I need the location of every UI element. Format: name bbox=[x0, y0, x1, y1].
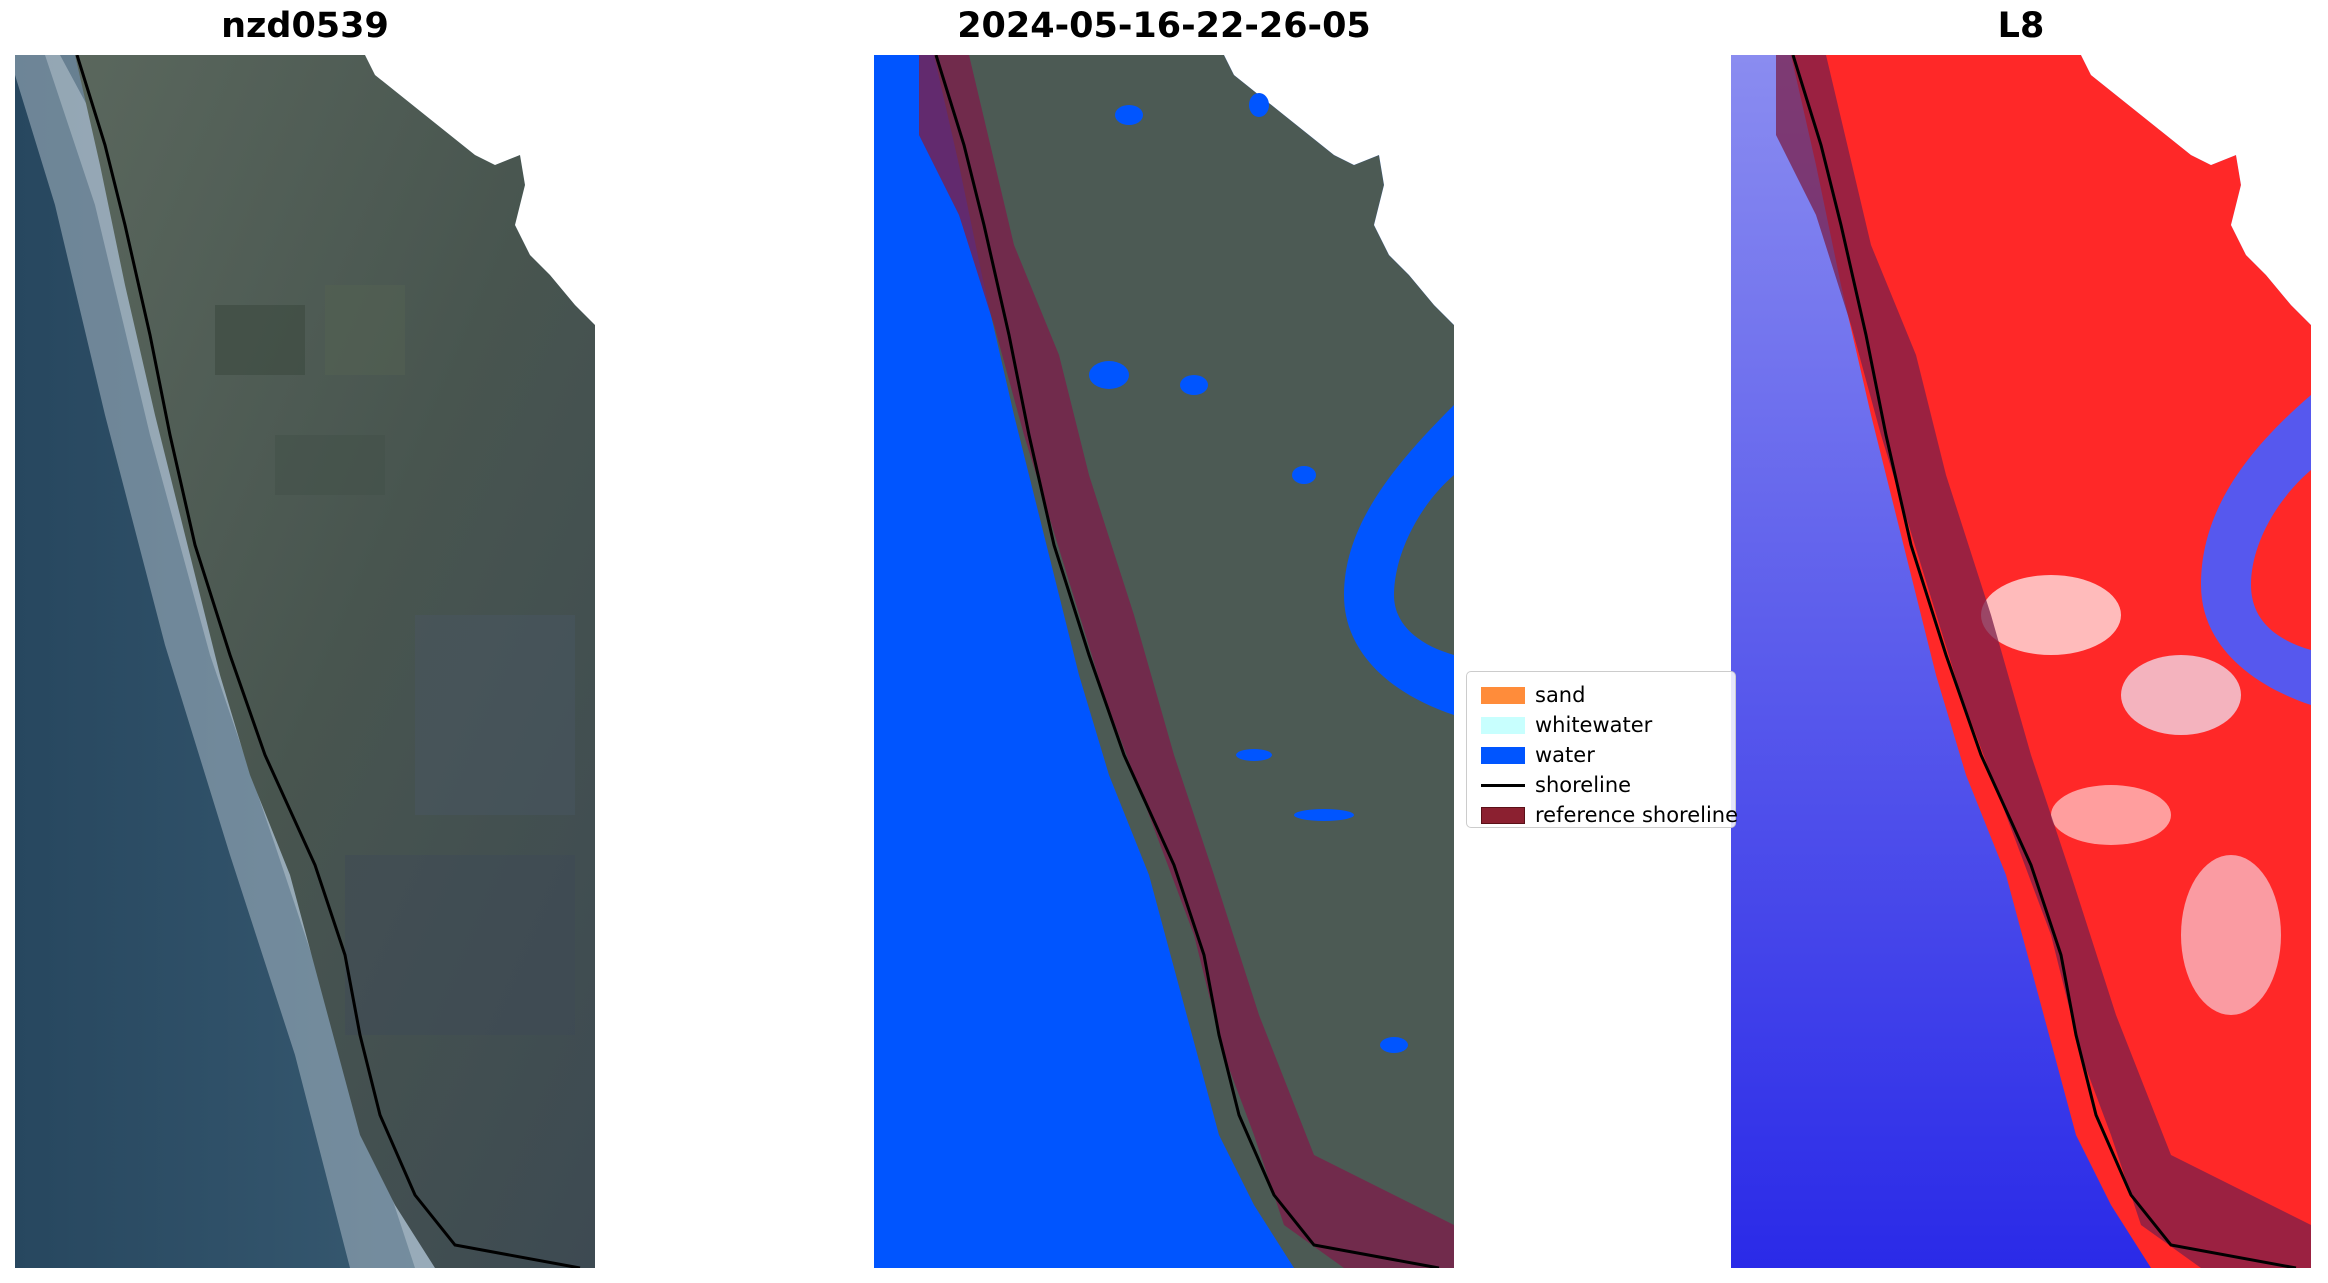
legend-item-sand: sand bbox=[1467, 680, 1735, 710]
sand-swatch bbox=[1481, 686, 1525, 704]
legend-label-shoreline: shoreline bbox=[1535, 773, 1632, 797]
mndwi-image-panel bbox=[1731, 55, 2311, 1268]
shoreline-line-swatch bbox=[1481, 783, 1525, 787]
legend-label-sand: sand bbox=[1535, 683, 1586, 707]
legend: sand whitewater water shoreline referenc… bbox=[1466, 671, 1739, 830]
water-swatch bbox=[1481, 746, 1525, 764]
legend-item-water: water bbox=[1467, 740, 1735, 770]
reference-shoreline-swatch bbox=[1481, 806, 1525, 824]
rgb-satellite-image bbox=[15, 55, 595, 1268]
classified-satellite-image bbox=[874, 55, 1454, 1268]
legend-label-whitewater: whitewater bbox=[1535, 713, 1653, 737]
panel-title-image: nzd0539 bbox=[221, 6, 389, 46]
panel-title-date: 2024-05-16-22-26-05 bbox=[957, 6, 1371, 46]
legend-item-whitewater: whitewater bbox=[1467, 710, 1735, 740]
legend-label-reference-shoreline: reference shoreline bbox=[1535, 803, 1739, 827]
panel-title-satellite: L8 bbox=[1997, 6, 2045, 46]
legend-label-water: water bbox=[1535, 743, 1595, 767]
legend-item-reference-shoreline: reference shoreline bbox=[1467, 800, 1739, 830]
rgb-image-panel bbox=[15, 55, 595, 1268]
legend-item-shoreline: shoreline bbox=[1467, 770, 1735, 800]
classified-image-panel bbox=[874, 55, 1454, 1268]
whitewater-swatch bbox=[1481, 716, 1525, 734]
mndwi-satellite-image bbox=[1731, 55, 2311, 1268]
